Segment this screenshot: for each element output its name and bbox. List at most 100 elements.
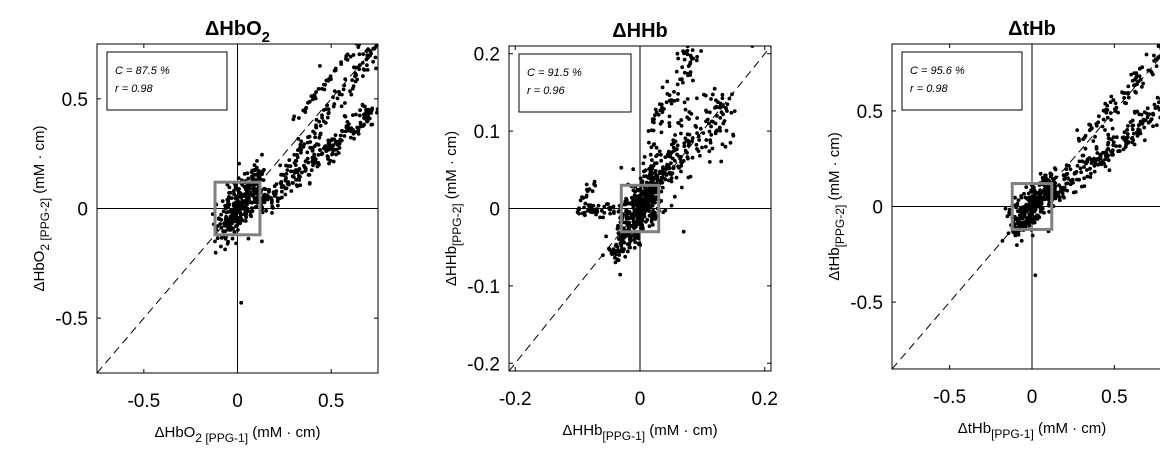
data-point xyxy=(709,124,713,129)
data-point xyxy=(1142,138,1147,143)
data-point xyxy=(1034,203,1038,208)
data-point xyxy=(225,202,230,207)
data-point xyxy=(305,156,310,161)
data-point xyxy=(357,52,362,57)
data-point xyxy=(1048,171,1053,176)
data-point xyxy=(1041,189,1045,194)
data-point xyxy=(1079,170,1083,175)
data-point xyxy=(684,49,689,54)
data-point xyxy=(1154,123,1159,127)
data-point xyxy=(659,152,663,157)
stats-text: C = 87.5 % xyxy=(115,65,170,77)
data-point xyxy=(246,236,251,241)
data-point xyxy=(348,129,353,134)
y-tick-label: -0.2 xyxy=(467,354,500,375)
data-point xyxy=(365,68,370,72)
data-point xyxy=(1146,68,1151,73)
x-axis-label: ΔHbO2 [PPG-1] (mM · cm) xyxy=(154,424,320,445)
data-point xyxy=(590,189,595,194)
data-point xyxy=(1057,195,1062,200)
data-point xyxy=(239,300,244,305)
data-point xyxy=(1016,232,1021,237)
data-point xyxy=(661,106,665,111)
data-point xyxy=(339,60,343,64)
data-point xyxy=(642,174,646,179)
data-point xyxy=(601,253,605,258)
data-point xyxy=(310,97,315,102)
data-point xyxy=(1082,176,1086,181)
data-point xyxy=(674,175,679,180)
data-point xyxy=(294,178,298,182)
data-point xyxy=(676,56,681,61)
data-point xyxy=(299,150,303,155)
data-point xyxy=(342,134,347,138)
data-point xyxy=(297,167,302,171)
data-point xyxy=(679,118,684,122)
data-point xyxy=(1114,144,1118,149)
data-point xyxy=(245,171,250,176)
data-point xyxy=(720,142,725,147)
data-point xyxy=(1112,107,1117,111)
data-point xyxy=(308,140,313,144)
data-point xyxy=(307,99,312,104)
data-point xyxy=(306,160,311,165)
data-point xyxy=(669,142,674,147)
data-point xyxy=(332,137,337,142)
data-point xyxy=(1133,77,1137,82)
data-point xyxy=(284,172,289,176)
data-point xyxy=(675,51,680,56)
data-point xyxy=(653,200,657,205)
data-point xyxy=(344,125,349,130)
data-point xyxy=(633,194,638,198)
data-point xyxy=(1126,95,1131,100)
data-point xyxy=(583,213,587,218)
data-point xyxy=(581,196,586,200)
data-point xyxy=(232,192,237,197)
data-point xyxy=(598,215,602,220)
data-point xyxy=(340,128,344,133)
data-point xyxy=(263,187,268,192)
data-point xyxy=(1106,132,1111,137)
data-point xyxy=(352,65,356,70)
data-point xyxy=(228,209,233,214)
data-point xyxy=(681,229,686,234)
data-point xyxy=(718,116,723,120)
data-point xyxy=(663,170,667,175)
data-point xyxy=(1054,175,1058,180)
data-point xyxy=(615,226,620,231)
data-point xyxy=(638,187,643,191)
data-point xyxy=(584,193,589,198)
data-point xyxy=(695,116,699,120)
data-point xyxy=(628,245,632,250)
data-point xyxy=(651,208,655,213)
data-point xyxy=(702,92,706,97)
data-point xyxy=(694,142,699,147)
data-point xyxy=(622,240,627,245)
data-point xyxy=(699,49,703,53)
data-point xyxy=(273,192,278,196)
data-point xyxy=(1092,169,1097,174)
data-point xyxy=(1108,100,1113,105)
data-point xyxy=(731,132,735,137)
data-point xyxy=(704,138,709,142)
x-tick-label: 0.2 xyxy=(752,389,778,410)
data-point xyxy=(1111,152,1115,157)
data-point xyxy=(327,161,331,166)
data-point xyxy=(638,193,643,198)
data-point xyxy=(285,168,290,173)
data-point xyxy=(642,205,647,210)
data-point xyxy=(686,156,690,161)
data-point xyxy=(1034,214,1039,219)
data-point xyxy=(1058,189,1062,194)
data-point xyxy=(1091,139,1096,143)
data-point xyxy=(1034,198,1039,203)
data-point xyxy=(660,185,665,190)
data-point xyxy=(633,240,638,245)
data-point xyxy=(1032,217,1037,221)
data-point xyxy=(1054,190,1059,195)
data-point xyxy=(269,196,273,200)
data-point xyxy=(577,207,582,212)
data-point xyxy=(1081,153,1086,158)
data-point xyxy=(591,203,596,208)
data-point xyxy=(1117,144,1122,149)
